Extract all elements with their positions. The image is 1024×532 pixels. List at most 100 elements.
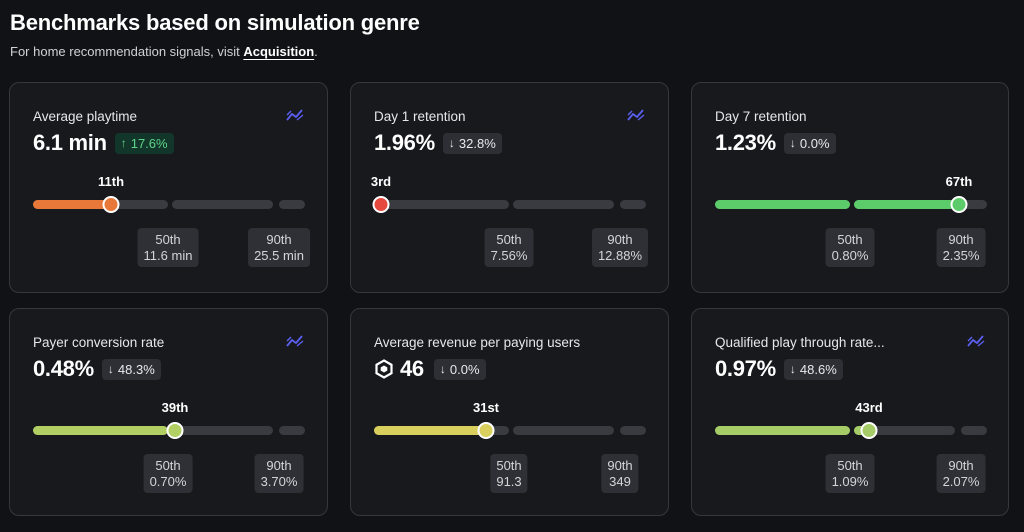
trend-icon[interactable] (966, 333, 986, 349)
track-segment (715, 426, 850, 435)
track-segment (620, 200, 646, 209)
track-segment (715, 200, 850, 209)
percentile-rank: 31st (472, 400, 500, 415)
track-fill (715, 200, 850, 209)
track-fill (715, 426, 850, 435)
track-fill (854, 200, 955, 209)
acquisition-link[interactable]: Acquisition (243, 44, 315, 59)
p50-value: 11.6 min (143, 248, 193, 263)
track-segment (33, 426, 168, 435)
p50-marker: 50th 7.56% (484, 228, 534, 267)
value-row: 1.23% ↓ 0.0% (715, 130, 836, 156)
p90-marker: 90th 12.88% (591, 228, 649, 267)
track-segment (513, 200, 614, 209)
track-segment (854, 200, 955, 209)
percentile-knob[interactable] (372, 196, 390, 213)
percentile-knob[interactable] (950, 196, 968, 213)
percentile-rank: 67th (945, 174, 973, 189)
page-title: Benchmarks based on simulation genre (10, 10, 420, 35)
p90-label: 90th (266, 232, 292, 247)
track-segment (961, 426, 987, 435)
trend-icon[interactable] (285, 107, 305, 123)
metric-value: 46 (400, 356, 424, 381)
p50-label: 50th (155, 232, 181, 247)
subtitle-suffix: . (314, 44, 318, 59)
track-segment (513, 426, 614, 435)
metric-card: Average revenue per paying users 46 ↓ 0.0% 3… (350, 308, 669, 516)
metric-card: Day 7 retention 1.23% ↓ 0.0% 67th 50th 0.80% 90… (691, 82, 1009, 293)
value-row: 1.96% ↓ 32.8% (374, 130, 502, 156)
delta-value: 0.0% (799, 135, 830, 151)
delta-value: 48.3% (117, 361, 155, 377)
percentile-rank: 3rd (370, 174, 392, 189)
p90-label: 90th (948, 458, 974, 473)
card-title: Day 7 retention (715, 109, 807, 124)
metric-value: 6.1 min (33, 130, 107, 155)
delta-value: 32.8% (458, 135, 496, 151)
percentile-knob[interactable] (166, 422, 184, 439)
robux-icon (375, 359, 393, 379)
p50-label: 50th (496, 458, 522, 473)
trend-icon[interactable] (626, 107, 646, 123)
subtitle-prefix: For home recommendation signals, visit (10, 44, 244, 59)
card-title: Average playtime (33, 109, 138, 124)
p50-marker: 50th 0.70% (143, 454, 193, 493)
percentile-track: 43rd (715, 400, 987, 439)
percentile-knob[interactable] (102, 196, 120, 213)
p90-label: 90th (607, 458, 633, 473)
metric-value: 0.97% (715, 356, 776, 381)
card-title: Day 1 retention (374, 109, 466, 124)
p90-marker: 90th 3.70% (254, 454, 304, 493)
track-segment (374, 200, 509, 209)
delta-badge: ↑ 17.6% (114, 132, 174, 154)
track-fill (33, 200, 117, 209)
trend-icon[interactable] (285, 333, 305, 349)
p90-value: 3.70% (260, 474, 298, 489)
metric-value: 1.23% (715, 130, 776, 155)
p90-value: 2.07% (942, 474, 980, 489)
metric-value: 0.48% (33, 356, 94, 381)
delta-badge: ↓ 0.0% (783, 132, 836, 154)
arrow-up-icon: ↑ (120, 136, 127, 150)
track-segment (172, 200, 273, 209)
arrow-down-icon: ↓ (439, 362, 446, 376)
percentile-rank: 43rd (855, 400, 883, 415)
percentile-track: 31st (374, 400, 646, 439)
arrow-down-icon: ↓ (789, 136, 796, 150)
p50-label: 50th (155, 458, 181, 473)
track-segment (620, 426, 646, 435)
p90-marker: 90th 25.5 min (248, 228, 310, 267)
value-row: 6.1 min ↑ 17.6% (33, 130, 174, 156)
p50-label: 50th (496, 232, 522, 247)
arrow-down-icon: ↓ (448, 136, 455, 150)
p90-value: 25.5 min (254, 248, 304, 263)
percentile-track: 67th (715, 174, 987, 213)
p90-marker: 90th 2.35% (936, 228, 986, 267)
page-subtitle: For home recommendation signals, visit A… (10, 44, 318, 59)
percentile-knob[interactable] (477, 422, 495, 439)
delta-badge: ↓ 32.8% (442, 132, 502, 154)
p50-marker: 50th 0.80% (825, 228, 875, 267)
benchmark-grid: Average playtime 6.1 min ↑ 17.6% 11th 50th 11.… (9, 82, 1009, 516)
p90-label: 90th (266, 458, 292, 473)
percentile-knob[interactable] (860, 422, 878, 439)
value-row: 0.48% ↓ 48.3% (33, 356, 161, 382)
track-segment (172, 426, 273, 435)
p90-marker: 90th 2.07% (936, 454, 986, 493)
card-title: Average revenue per paying users (374, 335, 581, 350)
percentile-rank: 11th (97, 174, 125, 189)
arrow-down-icon: ↓ (107, 362, 114, 376)
p50-label: 50th (837, 458, 863, 473)
p90-value: 2.35% (942, 248, 980, 263)
card-title: Qualified play through rate... (715, 335, 885, 350)
delta-badge: ↓ 48.3% (101, 358, 161, 380)
p50-marker: 50th 91.3 (490, 454, 528, 493)
delta-value: 17.6% (130, 135, 168, 151)
metric-card: Day 1 retention 1.96% ↓ 32.8% 3rd 50th 7.56% 90… (350, 82, 669, 293)
track-fill (33, 426, 168, 435)
metric-card: Average playtime 6.1 min ↑ 17.6% 11th 50th 11.… (9, 82, 328, 293)
metric-card: Qualified play through rate... 0.97% ↓ 48.6… (691, 308, 1009, 516)
metric-value: 1.96% (374, 130, 435, 155)
p90-value: 12.88% (597, 248, 643, 263)
delta-badge: ↓ 0.0% (433, 358, 486, 380)
